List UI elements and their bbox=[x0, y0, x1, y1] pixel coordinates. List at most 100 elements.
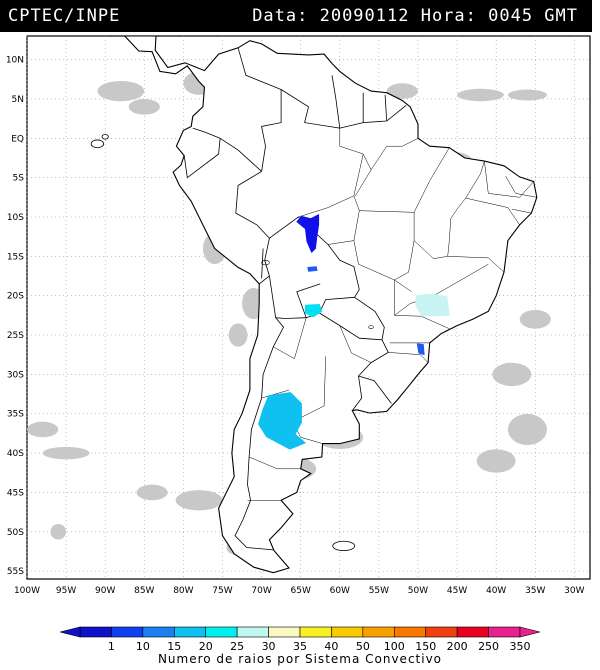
lon-tick-label: 70W bbox=[251, 586, 271, 596]
lon-tick-label: 45W bbox=[447, 586, 467, 596]
convective-system-santa-catarina bbox=[416, 343, 425, 356]
lon-tick-label: 100W bbox=[14, 586, 40, 596]
state-border bbox=[273, 317, 307, 360]
country-border bbox=[280, 75, 341, 129]
cloud-patch bbox=[128, 99, 160, 115]
cloud-patch bbox=[228, 323, 248, 347]
colorbar-swatch bbox=[173, 626, 207, 638]
lat-tick-label: 25S bbox=[7, 331, 24, 341]
convective-system-bolivia-small bbox=[307, 266, 318, 272]
lat-tick-label: 10N bbox=[6, 56, 24, 66]
island bbox=[101, 133, 109, 140]
latitude-labels: 10N 5N EQ 5S 10S 15S 20S 25S 30S 35S 40S 45S 50S 55S bbox=[6, 56, 24, 578]
colorbar-swatch bbox=[111, 626, 144, 638]
lat-tick-label: 5N bbox=[12, 95, 24, 105]
colorbar-tick-label: 50 bbox=[356, 640, 370, 653]
island bbox=[332, 540, 356, 552]
state-border bbox=[511, 208, 532, 214]
lon-tick-label: 40W bbox=[486, 586, 506, 596]
state-border bbox=[388, 352, 429, 363]
lon-tick-label: 80W bbox=[173, 586, 193, 596]
colorbar-title: Numero de raios por Sistema Convectivo bbox=[157, 652, 443, 666]
colorbar-left-arrow bbox=[59, 626, 81, 638]
continent-outline bbox=[123, 35, 538, 574]
colorbar-swatch bbox=[142, 626, 175, 638]
country-border bbox=[219, 137, 262, 172]
colorbar-swatch bbox=[425, 626, 458, 638]
lat-tick-label: 15S bbox=[7, 252, 24, 262]
lake bbox=[368, 325, 374, 330]
lon-tick-label: 60W bbox=[330, 586, 350, 596]
cloud-patch bbox=[175, 490, 223, 511]
country-border bbox=[351, 339, 389, 411]
state-border bbox=[370, 138, 419, 170]
lon-tick-label: 30W bbox=[564, 586, 584, 596]
coastlines-and-borders bbox=[90, 35, 538, 574]
colorbar-tick-label: 1 bbox=[108, 640, 115, 653]
colorbar-swatch bbox=[393, 626, 427, 638]
lat-tick-label: 55S bbox=[7, 567, 24, 577]
lat-tick-label: EQ bbox=[11, 134, 24, 144]
colorbar-swatch bbox=[79, 626, 112, 638]
lat-tick-label: 50S bbox=[7, 528, 24, 538]
convective-system-la-pampa bbox=[258, 392, 306, 450]
lat-tick-label: 20S bbox=[7, 292, 24, 302]
country-border bbox=[358, 375, 392, 404]
longitude-labels: 100W 95W 90W 85W 80W 75W 70W 65W 60W 55W 50W 45W 40W… bbox=[14, 586, 585, 596]
lat-tick-label: 45S bbox=[7, 488, 24, 498]
state-border bbox=[339, 325, 372, 363]
cloud-patch bbox=[492, 362, 532, 387]
state-border bbox=[394, 315, 450, 329]
colorbar-swatch bbox=[268, 626, 301, 638]
colorbar-swatch bbox=[362, 626, 395, 638]
colorbar-swatch bbox=[488, 626, 521, 638]
state-border bbox=[505, 175, 537, 198]
cloud-patch bbox=[386, 83, 418, 99]
lat-tick-label: 40S bbox=[7, 449, 24, 459]
map-panel: 100W 95W 90W 85W 80W 75W 70W 65W 60W 55W 50W 45W 40W… bbox=[6, 35, 591, 596]
lon-tick-label: 90W bbox=[95, 586, 115, 596]
country-border bbox=[261, 248, 264, 279]
lat-tick-label: 10S bbox=[7, 213, 24, 223]
lon-tick-label: 85W bbox=[134, 586, 154, 596]
convective-system-sao-paulo bbox=[415, 293, 450, 317]
lon-tick-label: 55W bbox=[369, 586, 389, 596]
colorbar-swatch bbox=[331, 626, 364, 638]
colorbar-swatch bbox=[236, 626, 269, 638]
colorbar-tick-label: 200 bbox=[447, 640, 468, 653]
colorbar-swatch bbox=[205, 626, 238, 638]
cloud-patch bbox=[476, 449, 516, 473]
colorbar-tick-label: 350 bbox=[510, 640, 531, 653]
state-border bbox=[413, 161, 485, 259]
cloud-patch bbox=[27, 421, 59, 438]
lat-tick-label: 5S bbox=[13, 174, 25, 184]
colorbar-tick-label: 20 bbox=[199, 640, 213, 653]
convective-systems bbox=[258, 214, 450, 450]
lat-tick-label: 35S bbox=[7, 410, 24, 420]
lon-tick-label: 50W bbox=[408, 586, 428, 596]
country-border bbox=[384, 94, 388, 122]
convective-system-paraguay-chaco bbox=[305, 304, 323, 318]
cloud-patch bbox=[519, 309, 551, 329]
state-border bbox=[353, 210, 360, 241]
lon-tick-label: 75W bbox=[212, 586, 232, 596]
lon-tick-label: 65W bbox=[291, 586, 311, 596]
state-border bbox=[394, 240, 415, 281]
colorbar-tick-label: 10 bbox=[136, 640, 150, 653]
state-border bbox=[484, 161, 534, 198]
country-border bbox=[183, 127, 221, 179]
country-border bbox=[235, 171, 270, 285]
colorbar: 1 10 15 20 25 30 35 40 50 100 150 200 250 350 bbox=[59, 626, 541, 653]
colorbar-swatch bbox=[299, 626, 332, 638]
colorbar-tick-label: 40 bbox=[324, 640, 338, 653]
colorbar-tick-label: 30 bbox=[262, 640, 276, 653]
colorbar-tick-label: 150 bbox=[415, 640, 436, 653]
country-border bbox=[296, 283, 321, 318]
cloud-patch bbox=[97, 80, 145, 102]
convective-system-rondonia-system bbox=[296, 214, 320, 253]
colorbar-tick-label: 35 bbox=[293, 640, 307, 653]
cloud-patch bbox=[507, 89, 547, 101]
cloud-patch bbox=[42, 446, 90, 460]
state-border bbox=[298, 153, 364, 218]
colorbar-tick-label: 100 bbox=[384, 640, 405, 653]
